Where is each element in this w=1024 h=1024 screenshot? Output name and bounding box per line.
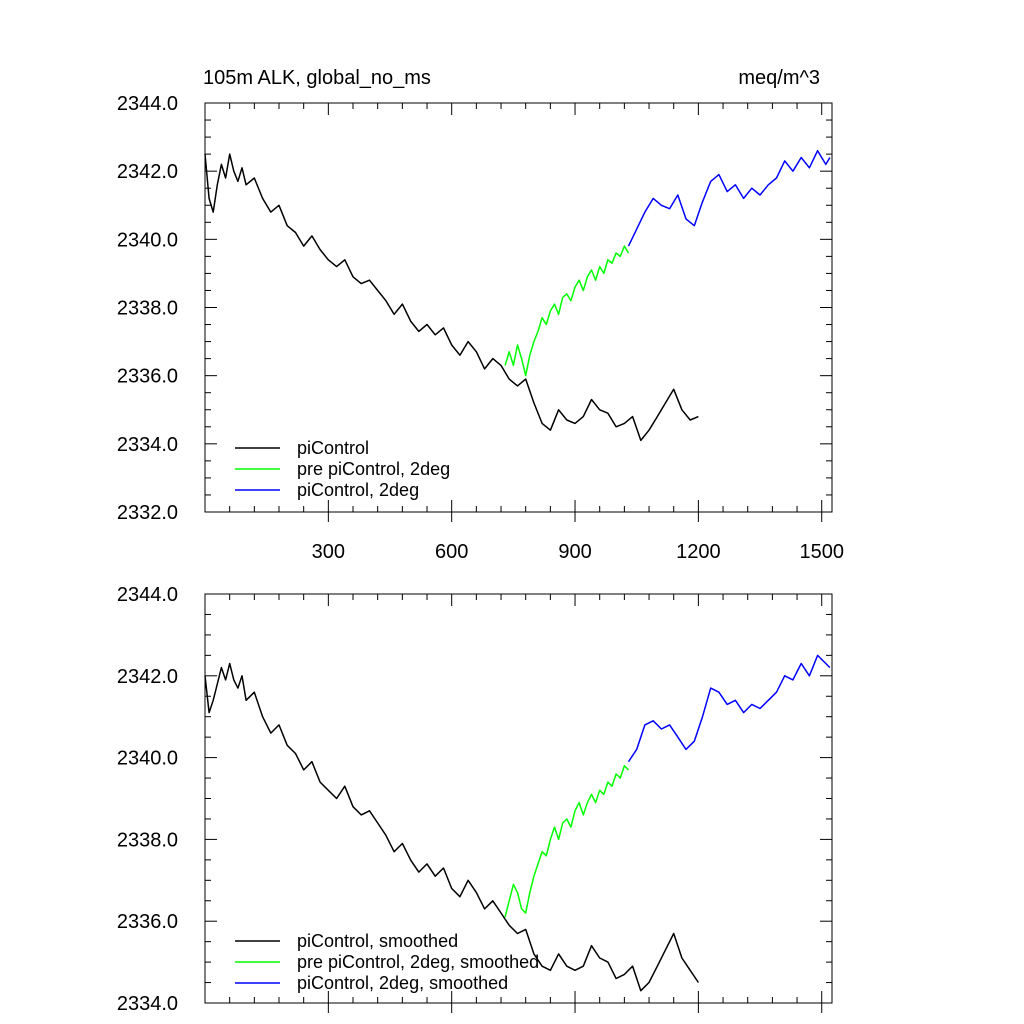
y-tick-label: 2344.0 bbox=[117, 93, 178, 115]
y-tick-label: 2336.0 bbox=[117, 911, 178, 933]
series-line-3 bbox=[627, 149, 831, 247]
series-line-1 bbox=[204, 662, 700, 992]
y-tick-label: 2338.0 bbox=[117, 829, 178, 851]
y-tick-label: 2334.0 bbox=[117, 434, 178, 456]
x-tick-label: 600 bbox=[435, 541, 468, 563]
series-line-2 bbox=[504, 765, 630, 918]
figure-title: 105m ALK, global_no_ms bbox=[203, 67, 431, 89]
x-tick-label: 1500 bbox=[799, 541, 844, 563]
y-tick-label: 2336.0 bbox=[117, 366, 178, 388]
y-tick-label: 2342.0 bbox=[117, 161, 178, 183]
x-tick-label: 1200 bbox=[676, 541, 721, 563]
legend-label: piControl, smoothed bbox=[297, 931, 458, 951]
x-tick-label: 300 bbox=[312, 541, 345, 563]
legend-label: piControl, 2deg, smoothed bbox=[297, 973, 508, 993]
bottom-panel: 2334.0 2336.0 2338.0 2340.0 2342.0 2344.0 piCo… bbox=[117, 584, 833, 1015]
legend-label: pre piControl, 2deg, smoothed bbox=[297, 952, 539, 972]
y-tick-label: 2342.0 bbox=[117, 666, 178, 688]
legend-label: piControl bbox=[297, 438, 369, 458]
legend-label: piControl, 2deg bbox=[297, 480, 419, 500]
y-tick-label: 2334.0 bbox=[117, 993, 178, 1015]
y-tick-label: 2340.0 bbox=[117, 229, 178, 251]
x-tick-label: 900 bbox=[558, 541, 591, 563]
y-tick-label: 2344.0 bbox=[117, 584, 178, 606]
figure-units: meq/m^3 bbox=[738, 67, 820, 89]
series-line-1 bbox=[204, 153, 699, 442]
series-line-2 bbox=[504, 245, 630, 377]
y-tick-label: 2340.0 bbox=[117, 748, 178, 770]
legend-label: pre piControl, 2deg bbox=[297, 459, 450, 479]
top-panel: 2332.0 2334.0 2336.0 2338.0 2340.0 2342.0 2344… bbox=[117, 93, 844, 563]
y-tick-label: 2338.0 bbox=[117, 298, 178, 320]
series-line-3 bbox=[627, 654, 831, 763]
y-tick-label: 2332.0 bbox=[117, 502, 178, 524]
